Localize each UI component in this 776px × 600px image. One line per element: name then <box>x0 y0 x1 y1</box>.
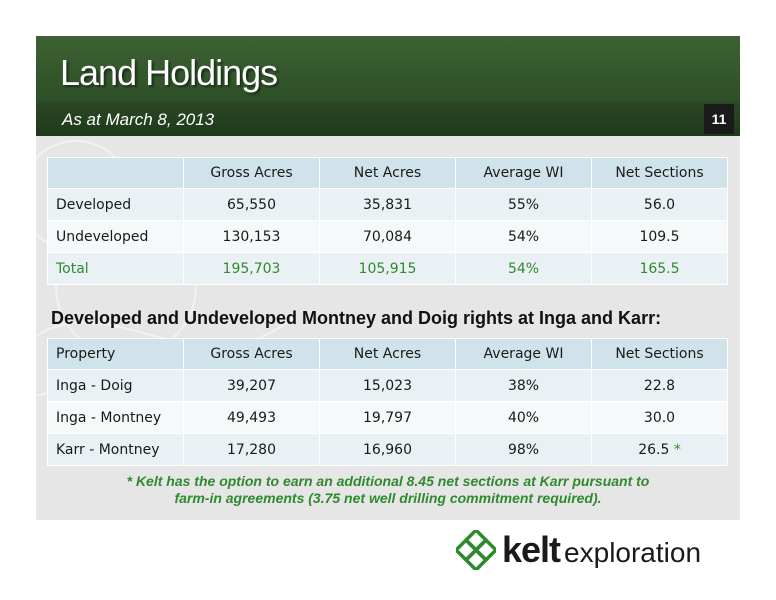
table-cell: 56.0 <box>591 188 728 221</box>
logo-word-kelt: kelt <box>502 529 561 570</box>
header-average-wi: Average WI <box>455 338 592 370</box>
table-cell: 165.5 <box>591 252 728 285</box>
table-cell: 105,915 <box>319 252 456 285</box>
table-cell: 30.0 <box>591 401 728 434</box>
table-cell: 35,831 <box>319 188 456 221</box>
header-net-acres: Net Acres <box>319 338 456 370</box>
table-header-row: Gross Acres Net Acres Average WI Net Sec… <box>47 157 728 189</box>
table-row: Inga - Doig 39,207 15,023 38% 22.8 <box>47 369 728 402</box>
header-band <box>36 36 740 102</box>
table-cell: 109.5 <box>591 220 728 253</box>
subtitle-band <box>36 102 740 136</box>
header-net-sections: Net Sections <box>591 157 728 189</box>
table-cell: 55% <box>455 188 592 221</box>
slide-subtitle: As at March 8, 2013 <box>62 110 215 129</box>
land-holdings-table: Gross Acres Net Acres Average WI Net Sec… <box>47 157 728 285</box>
row-label: Total <box>47 252 184 285</box>
row-label: Undeveloped <box>47 220 184 253</box>
table-cell: 22.8 <box>591 369 728 402</box>
company-logo: kelt exploration <box>456 528 726 572</box>
celtic-knot-icon <box>456 530 496 570</box>
table-cell: 98% <box>455 433 592 466</box>
footnote-line: farm-in agreements (3.75 net well drilli… <box>174 490 602 506</box>
header-average-wi: Average WI <box>455 157 592 189</box>
row-label: Developed <box>47 188 184 221</box>
header-net-sections: Net Sections <box>591 338 728 370</box>
table-cell: 17,280 <box>183 433 320 466</box>
row-label: Karr - Montney <box>47 433 184 466</box>
header-net-acres: Net Acres <box>319 157 456 189</box>
table-cell: 40% <box>455 401 592 434</box>
table-header-row: Property Gross Acres Net Acres Average W… <box>47 338 728 370</box>
table-cell: 54% <box>455 220 592 253</box>
table-row: Karr - Montney 17,280 16,960 98% 26.5 * <box>47 433 728 466</box>
table-cell: 49,493 <box>183 401 320 434</box>
table-cell: 19,797 <box>319 401 456 434</box>
table-row: Undeveloped 130,153 70,084 54% 109.5 <box>47 220 728 253</box>
page-number-badge: 11 <box>704 104 734 134</box>
table-row: Inga - Montney 49,493 19,797 40% 30.0 <box>47 401 728 434</box>
header-property: Property <box>47 338 184 370</box>
footnote-marker: * <box>673 441 681 458</box>
header-cell <box>47 157 184 189</box>
slide-title: Land Holdings <box>60 52 278 93</box>
table-cell: 15,023 <box>319 369 456 402</box>
table-cell: 195,703 <box>183 252 320 285</box>
table-cell: 26.5 * <box>591 433 728 466</box>
montney-doig-table: Property Gross Acres Net Acres Average W… <box>47 338 728 466</box>
header-gross-acres: Gross Acres <box>183 157 320 189</box>
table-row: Developed 65,550 35,831 55% 56.0 <box>47 188 728 221</box>
table-cell: 39,207 <box>183 369 320 402</box>
table-cell: 16,960 <box>319 433 456 466</box>
header-gross-acres: Gross Acres <box>183 338 320 370</box>
logo-word-exploration: exploration <box>564 537 702 568</box>
footnote: * Kelt has the option to earn an additio… <box>36 473 740 507</box>
table-cell: 38% <box>455 369 592 402</box>
table-cell: 54% <box>455 252 592 285</box>
total-row: Total 195,703 105,915 54% 165.5 <box>47 252 728 285</box>
row-label: Inga - Montney <box>47 401 184 434</box>
section-heading: Developed and Undeveloped Montney and Do… <box>51 308 662 328</box>
footnote-line: * Kelt has the option to earn an additio… <box>126 473 650 489</box>
cell-value: 26.5 <box>638 441 670 458</box>
row-label: Inga - Doig <box>47 369 184 402</box>
table-cell: 130,153 <box>183 220 320 253</box>
table-cell: 65,550 <box>183 188 320 221</box>
table-cell: 70,084 <box>319 220 456 253</box>
